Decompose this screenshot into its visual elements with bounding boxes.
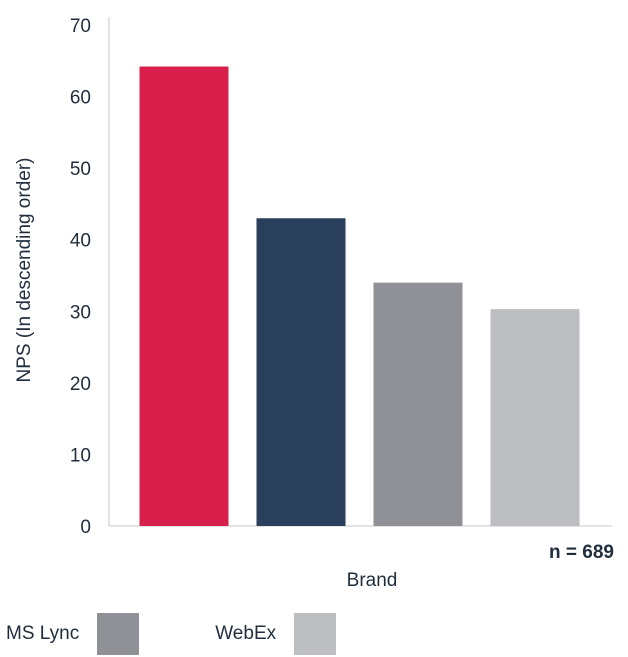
y-tick-label: 50: [70, 159, 91, 180]
y-axis-ticks: 0 10 20 30 40 50 60 70: [70, 16, 91, 538]
y-tick-label: 60: [70, 88, 91, 109]
legend-swatch-ms-lync: [97, 613, 140, 655]
bar-4: [490, 309, 580, 526]
bar-1: [139, 66, 229, 527]
legend: MS Lync WebEx: [6, 613, 412, 655]
legend-item-ms-lync: MS Lync: [6, 613, 140, 655]
legend-swatch-webex: [294, 613, 337, 655]
bars: [139, 66, 580, 527]
legend-item-webex: WebEx: [215, 613, 337, 655]
legend-label-ms-lync: MS Lync: [6, 623, 80, 644]
x-axis-title: Brand: [347, 570, 398, 591]
y-tick-label: 0: [80, 517, 91, 538]
y-tick-label: 10: [70, 445, 91, 466]
y-tick-label: 70: [70, 16, 91, 37]
bar-2: [256, 218, 346, 526]
sample-size-note: n = 689: [549, 542, 614, 563]
y-tick-label: 40: [70, 231, 91, 252]
y-tick-label: 30: [70, 302, 91, 323]
bar-3: [373, 282, 463, 526]
y-tick-label: 20: [70, 374, 91, 395]
legend-label-webex: WebEx: [215, 623, 277, 644]
y-axis-title: NPS (In descending order): [14, 158, 35, 383]
